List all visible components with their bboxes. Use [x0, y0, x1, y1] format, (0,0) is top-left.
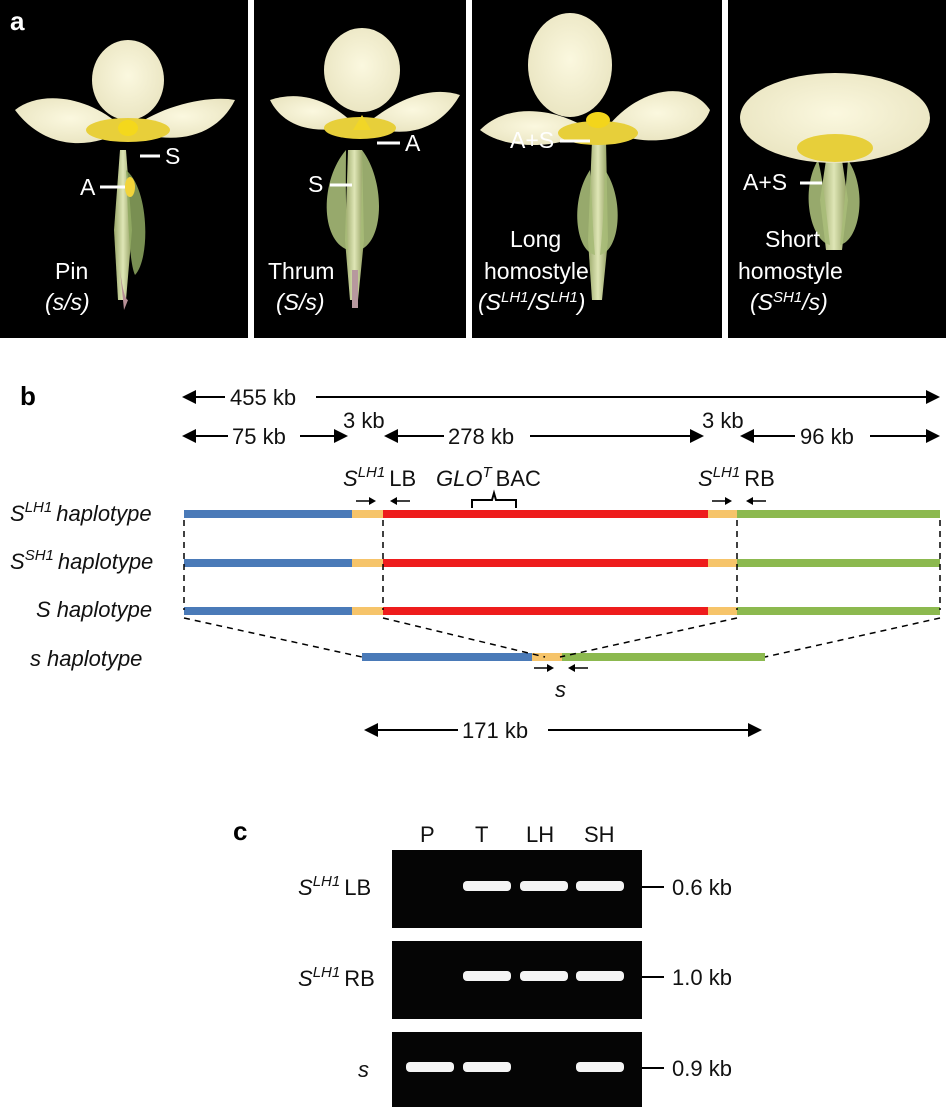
segment-lb-label: 3 kb	[343, 408, 385, 433]
s-primer-label: s	[555, 677, 566, 702]
gel-label-rb: SLH1 RB	[298, 964, 375, 991]
span-171kb	[364, 723, 762, 737]
bar-ssh1-segment-0	[184, 559, 352, 567]
flower-long-homostyle: A+S Long homostyle (SLH1/SLH1)	[478, 13, 710, 315]
bar-s-segment-4	[737, 607, 940, 615]
flower-thrum: A S Thrum (S/s)	[268, 28, 460, 315]
short-homostyle-genotype: (SSH1/s)	[750, 289, 828, 315]
size-label-s: 0.9 kb	[672, 1056, 732, 1081]
panel-letter-b: b	[20, 381, 36, 411]
gel-band-0-lane-T	[463, 881, 511, 891]
pin-name: Pin	[55, 258, 88, 284]
bar-slh1-segment-0	[184, 510, 352, 518]
lane-label-lh: LH	[526, 822, 554, 847]
span-455kb-label: 455 kb	[230, 385, 296, 410]
flower-pin: S A Pin (s/s)	[15, 40, 235, 315]
size-marker-ticks	[642, 886, 664, 1069]
bar-slh1-segment-1	[352, 510, 383, 518]
size-label-lb: 0.6 kb	[672, 875, 732, 900]
bar-ssh1-segment-3	[708, 559, 737, 567]
pin-anther-label: A	[80, 174, 96, 200]
long-homostyle-name-1: Long	[510, 226, 561, 252]
gel-band-1-lane-LH	[520, 971, 568, 981]
gel-band-2-lane-SH	[576, 1062, 624, 1072]
haplotype-label-small-s: s haplotype	[30, 646, 142, 671]
bar-s-segment-0	[184, 607, 352, 615]
bac-label: GLOT BAC	[436, 464, 541, 491]
bar-ssh1-segment-1	[352, 559, 383, 567]
panel-a: a S A Pin (s/s)	[0, 0, 946, 338]
segment-left-label: 75 kb	[232, 424, 286, 449]
panel-letter-a: a	[10, 6, 25, 36]
bar-s-segment-3	[708, 607, 737, 615]
gel-band-2-lane-T	[463, 1062, 511, 1072]
gel-band-1-lane-T	[463, 971, 511, 981]
size-label-rb: 1.0 kb	[672, 965, 732, 990]
long-homostyle-label: A+S	[510, 127, 554, 153]
pin-stigma-label: S	[165, 143, 180, 169]
bar-small-s-segment-2	[562, 653, 765, 661]
short-homostyle-name-1: Short	[765, 226, 821, 252]
rb-primer-label: SLH1 RB	[698, 464, 775, 491]
panel-c: c P T LH SH SLH1 LB SLH1 RB s 0.6 kb 1.0 k…	[233, 816, 732, 1107]
lane-label-t: T	[475, 822, 488, 847]
long-homostyle-genotype: (SLH1/SLH1)	[478, 289, 585, 315]
segment-middle-label: 278 kb	[448, 424, 514, 449]
bac-bracket	[471, 489, 517, 508]
long-homostyle-name-2: homostyle	[484, 258, 589, 284]
gel-band-1-lane-SH	[576, 971, 624, 981]
lane-label-sh: SH	[584, 822, 615, 847]
gel-band-0-lane-SH	[576, 881, 624, 891]
span-171kb-label: 171 kb	[462, 718, 528, 743]
bar-slh1-segment-3	[708, 510, 737, 518]
panel-letter-c: c	[233, 816, 247, 846]
pin-genotype: (s/s)	[45, 289, 90, 315]
bar-s-segment-2	[383, 607, 708, 615]
flower-short-homostyle: A+S Short homostyle (SSH1/s)	[738, 73, 930, 315]
bar-small-s-segment-0	[362, 653, 532, 661]
thrum-name: Thrum	[268, 258, 334, 284]
primer-arrows	[356, 497, 766, 672]
gel-band-0-lane-LH	[520, 881, 568, 891]
haplotype-bars	[184, 510, 940, 661]
thrum-genotype: (S/s)	[276, 289, 325, 315]
alignment-guides	[183, 520, 941, 658]
thrum-stigma-label: S	[308, 171, 323, 197]
bar-slh1-segment-2	[383, 510, 708, 518]
panel-b: b 455 kb 75 kb 3 kb 278	[10, 381, 941, 743]
bar-slh1-segment-4	[737, 510, 940, 518]
bar-ssh1-segment-2	[383, 559, 708, 567]
gel-bands	[406, 881, 624, 1072]
gel-band-2-lane-P	[406, 1062, 454, 1072]
bar-s-segment-1	[352, 607, 383, 615]
haplotype-label-ssh1: SSH1 haplotype	[10, 547, 153, 574]
gel-label-lb: SLH1 LB	[298, 873, 371, 900]
bar-ssh1-segment-4	[737, 559, 940, 567]
short-homostyle-name-2: homostyle	[738, 258, 843, 284]
lb-primer-label: SLH1 LB	[343, 464, 416, 491]
haplotype-label-slh1: SLH1 haplotype	[10, 499, 152, 526]
thrum-anther-label: A	[405, 130, 421, 156]
segment-right-label: 96 kb	[800, 424, 854, 449]
short-homostyle-label: A+S	[743, 169, 787, 195]
bar-small-s-segment-1	[532, 653, 562, 661]
span-455kb	[182, 390, 940, 404]
segment-rb-label: 3 kb	[702, 408, 744, 433]
lane-label-p: P	[420, 822, 435, 847]
segment-arrows	[182, 429, 940, 443]
gel-label-s: s	[358, 1057, 369, 1082]
